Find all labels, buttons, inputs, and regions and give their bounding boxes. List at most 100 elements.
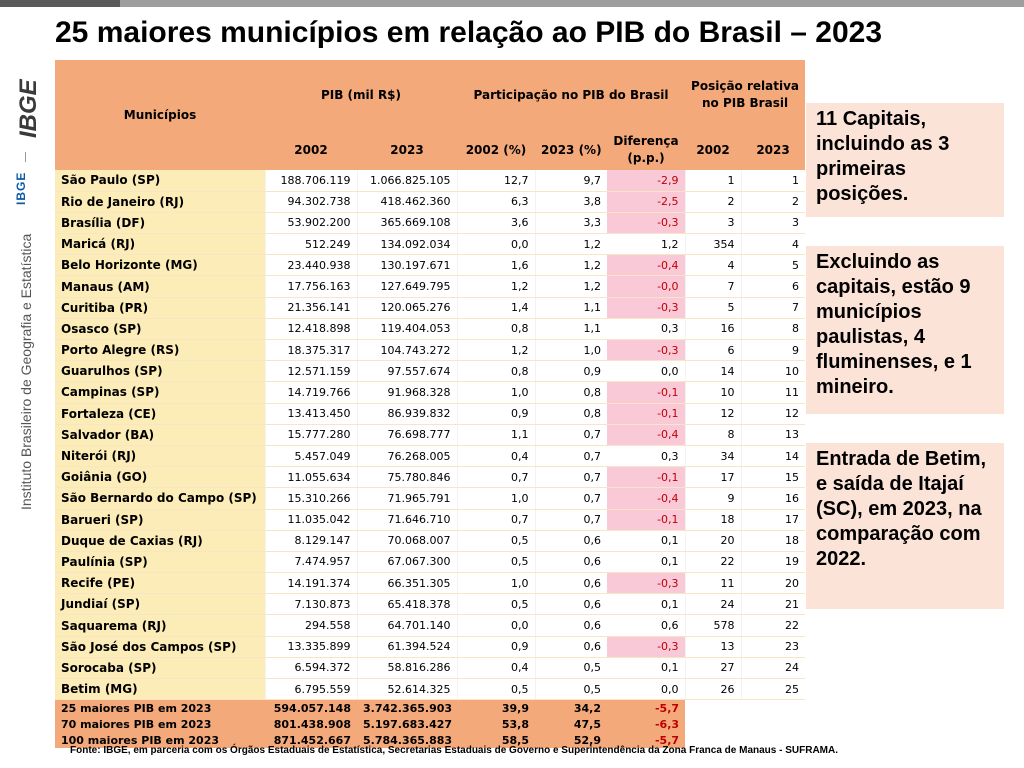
table-row: Curitiba (PR) 21.356.141 120.065.276 1,4 1,1… [55,297,806,319]
share-2002-cell: 0,7 [456,466,535,489]
pib-2002-cell: 94.302.738 [264,191,357,213]
municipio-name: Goiânia (GO) [55,466,265,489]
municipio-name: Jundiaí (SP) [55,593,265,616]
col-header-pos-2002: 2002 [685,130,742,170]
share-2002-cell: 1,2 [456,339,535,362]
rank-2023-cell: 12 [740,403,806,425]
share-2002-cell: 0,0 [456,614,535,637]
pib-2023-cell: 91.968.328 [356,381,457,404]
share-diff-cell: 0,1 [607,657,686,680]
share-diff-cell: -0,3 [607,636,686,658]
municipio-name: Niterói (RJ) [55,445,265,468]
rank-2002-cell: 18 [684,509,742,531]
share-2002-cell: 0,9 [456,403,535,425]
municipio-name: Osasco (SP) [55,318,265,341]
pib-2023-cell: 130.197.671 [356,254,457,277]
share-diff-cell: 0,1 [607,530,686,552]
share-2023-cell: 0,5 [534,678,607,701]
share-diff-cell: -0,1 [607,381,686,404]
share-diff-cell: -0,3 [607,212,686,235]
pib-2023-cell: 64.701.140 [356,614,457,637]
totals-share-2002: 39,9 [457,699,535,717]
svg-text:IBGE: IBGE [15,78,40,138]
rank-2023-cell: 17 [740,509,806,531]
pib-2023-cell: 70.068.007 [356,530,457,552]
totals-pib-2002: 801.438.908 [265,716,357,733]
totals-label: 70 maiores PIB em 2023 [55,716,265,733]
totals-blank-cell [685,699,806,717]
municipio-name: Brasília (DF) [55,212,265,235]
rank-2023-cell: 11 [740,381,806,404]
pib-2002-cell: 6.594.372 [264,657,357,680]
municipio-name: Barueri (SP) [55,509,265,531]
totals-pib-2023: 5.197.683.427 [357,716,457,733]
pib-2002-cell: 14.191.374 [264,572,357,595]
share-2023-cell: 1,2 [534,233,607,256]
rank-2002-cell: 3 [684,212,742,235]
rank-2002-cell: 16 [684,318,742,341]
pib-2023-cell: 75.780.846 [356,466,457,489]
municipio-name: Curitiba (PR) [55,297,265,319]
col-header-part-2023: 2023 (%) [535,130,607,170]
gdp-table: Municípios PIB (mil R$) Participação no … [55,60,806,749]
table-row: Niterói (RJ) 5.457.049 76.268.005 0,4 0,7 0,3… [55,445,806,468]
share-2023-cell: 0,8 [534,403,607,425]
rank-2023-cell: 19 [740,551,806,574]
pib-2002-cell: 53.902.200 [264,212,357,235]
page-title: 25 maiores municípios em relação ao PIB … [55,16,883,49]
pib-2023-cell: 86.939.832 [356,403,457,425]
municipio-name: Paulínia (SP) [55,551,265,574]
share-2023-cell: 1,1 [534,297,607,319]
rank-2002-cell: 8 [684,424,742,446]
note-excluindo-capitais: Excluindo as capitais, estão 9 município… [806,246,1004,414]
totals-share-2023: 47,5 [535,716,607,733]
share-2002-cell: 0,7 [456,509,535,531]
pib-2002-cell: 13.413.450 [264,403,357,425]
rank-2023-cell: 18 [740,530,806,552]
totals-pib-2002: 594.057.148 [265,699,357,717]
share-2023-cell: 3,3 [534,212,607,235]
share-diff-cell: -0,1 [607,509,686,531]
share-2002-cell: 0,4 [456,445,535,468]
rank-2023-cell: 22 [740,614,806,637]
pib-2023-cell: 134.092.034 [356,233,457,256]
totals-label: 25 maiores PIB em 2023 [55,699,265,717]
municipio-name: Sorocaba (SP) [55,657,265,680]
pib-2023-cell: 52.614.325 [356,678,457,701]
share-2023-cell: 1,0 [534,339,607,362]
share-2023-cell: 0,6 [534,614,607,637]
municipio-name: Salvador (BA) [55,424,265,446]
rank-2023-cell: 3 [740,212,806,235]
rank-2023-cell: 21 [740,593,806,616]
pib-2002-cell: 15.777.280 [264,424,357,446]
rank-2002-cell: 354 [684,233,742,256]
share-2002-cell: 0,0 [456,233,535,256]
share-diff-cell: 1,2 [607,233,686,256]
totals-row: 70 maiores PIB em 2023 801.438.908 5.197.6… [55,716,806,733]
share-diff-cell: -0,4 [607,487,686,510]
table-row: São Bernardo do Campo (SP) 15.310.266 71.9… [55,487,806,510]
municipio-name: Rio de Janeiro (RJ) [55,191,265,213]
table-row: Maricá (RJ) 512.249 134.092.034 0,0 1,2 1,2 35… [55,233,806,256]
pib-2023-cell: 1.066.825.105 [356,170,457,192]
gdp-table-totals: 25 maiores PIB em 2023 594.057.148 3.742.3… [55,699,806,749]
share-2023-cell: 1,2 [534,254,607,277]
share-diff-cell: -0,1 [607,466,686,489]
pib-2002-cell: 188.706.119 [264,170,357,192]
table-row: Jundiaí (SP) 7.130.873 65.418.378 0,5 0,6 0,1… [55,593,806,616]
note-capitais: 11 Capitais, incluindo as 3 primeiras po… [806,103,1004,217]
share-diff-cell: 0,3 [607,318,686,341]
share-2023-cell: 0,6 [534,551,607,574]
top-bar-accent [0,0,120,7]
totals-row: 100 maiores PIB em 2023 871.452.667 5.784.… [55,732,806,749]
table-row: Campinas (SP) 14.719.766 91.968.328 1,0 0,8-… [55,381,806,404]
table-row: Porto Alegre (RS) 18.375.317 104.743.272 1,… [55,339,806,362]
pib-2023-cell: 58.816.286 [356,657,457,680]
share-2002-cell: 1,2 [456,275,535,298]
share-2002-cell: 0,9 [456,636,535,658]
pib-2002-cell: 12.418.898 [264,318,357,341]
municipio-name: Maricá (RJ) [55,233,265,256]
share-2023-cell: 0,7 [534,487,607,510]
table-row: Barueri (SP) 11.035.042 71.646.710 0,7 0,7 -0… [55,509,806,531]
share-2002-cell: 0,5 [456,530,535,552]
